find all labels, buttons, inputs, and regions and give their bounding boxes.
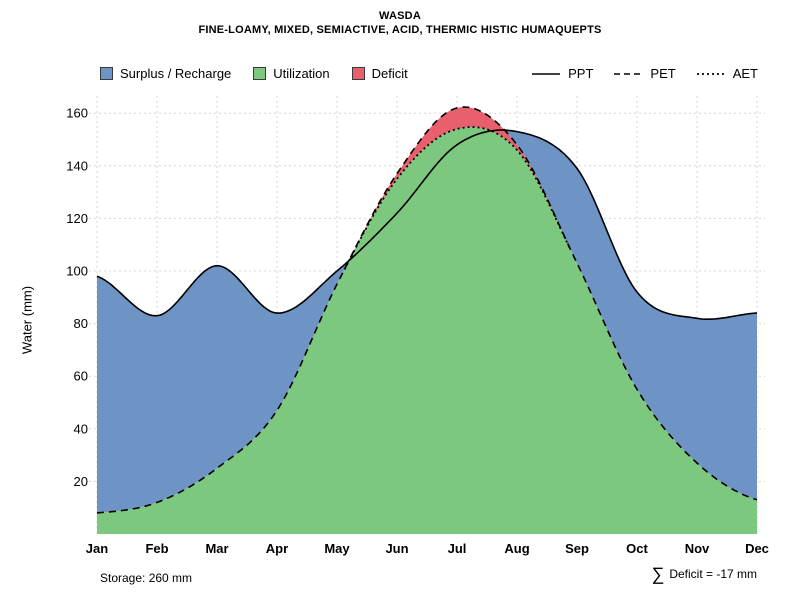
legend-item-surplus: Surplus / Recharge [100,66,231,81]
chart-subtitle: FINE-LOAMY, MIXED, SEMIACTIVE, ACID, THE… [198,24,602,36]
legend-label-utilization: Utilization [273,66,330,81]
x-tick-label: Apr [266,541,288,556]
y-tick-label: 140 [66,158,88,173]
sum-symbol: ∑ [651,564,665,584]
ppt-curve [96,129,758,320]
x-tick-label: Jun [385,541,408,556]
x-tick-label: Sep [565,541,589,556]
legend-item-ppt: PPT [531,66,593,81]
legend-label-ppt: PPT [568,66,594,81]
x-tick-label: Feb [145,541,168,556]
legend-item-aet: AET [696,66,758,81]
x-tick-label: Jul [448,541,467,556]
surplus-area [504,130,757,500]
dotted-line-icon [696,72,725,75]
storage-note: Storage: 260 mm [100,571,193,585]
deficit-swatch-icon [351,67,365,80]
legend-item-deficit: Deficit [351,66,408,81]
legend-fill-group: Surplus / Recharge Utilization Deficit [100,66,430,81]
x-tick-label: Mar [205,541,228,556]
x-tick-label: May [324,541,350,556]
y-axis-title: Water (mm) [19,285,35,355]
y-tick-label: 160 [66,106,88,121]
legend-line-group: PPT PET AET [511,66,758,81]
y-tick-label: 100 [66,264,88,279]
y-tick-label: 40 [74,421,88,436]
utilization-swatch-icon [253,67,267,80]
legend: Surplus / Recharge Utilization Deficit P… [100,66,758,81]
legend-label-surplus: Surplus / Recharge [120,66,232,81]
solid-line-icon [532,72,561,75]
x-tick-label: Jan [86,541,108,556]
x-tick-label: Nov [685,541,710,556]
utilization-area [97,127,757,534]
page-title: WASDA [379,10,421,22]
legend-label-deficit: Deficit [371,66,408,81]
deficit-text: Deficit = -17 mm [669,567,757,581]
pet-curve [96,106,758,514]
x-tick-labels: Jan Feb Mar Apr May Jun Jul Aug Sep Oct Nov Dec [86,541,769,556]
surplus-swatch-icon [100,67,113,80]
legend-item-pet: PET [613,66,676,81]
legend-label-pet: PET [650,66,676,81]
x-tick-label: Aug [504,541,529,556]
y-tick-labels: 20 40 60 80 100 120 140 160 [66,106,88,489]
deficit-note: ∑ Deficit = -17 mm [651,565,757,583]
y-tick-label: 20 [74,474,88,489]
legend-item-utilization: Utilization [253,66,330,81]
dashed-line-icon [614,72,643,75]
legend-label-aet: AET [732,66,758,81]
y-tick-label: 60 [74,369,88,384]
y-tick-label: 120 [66,211,88,226]
surplus-area [97,260,349,513]
x-tick-label: Dec [745,541,769,556]
x-tick-label: Oct [626,541,648,556]
y-tick-label: 80 [74,316,88,331]
